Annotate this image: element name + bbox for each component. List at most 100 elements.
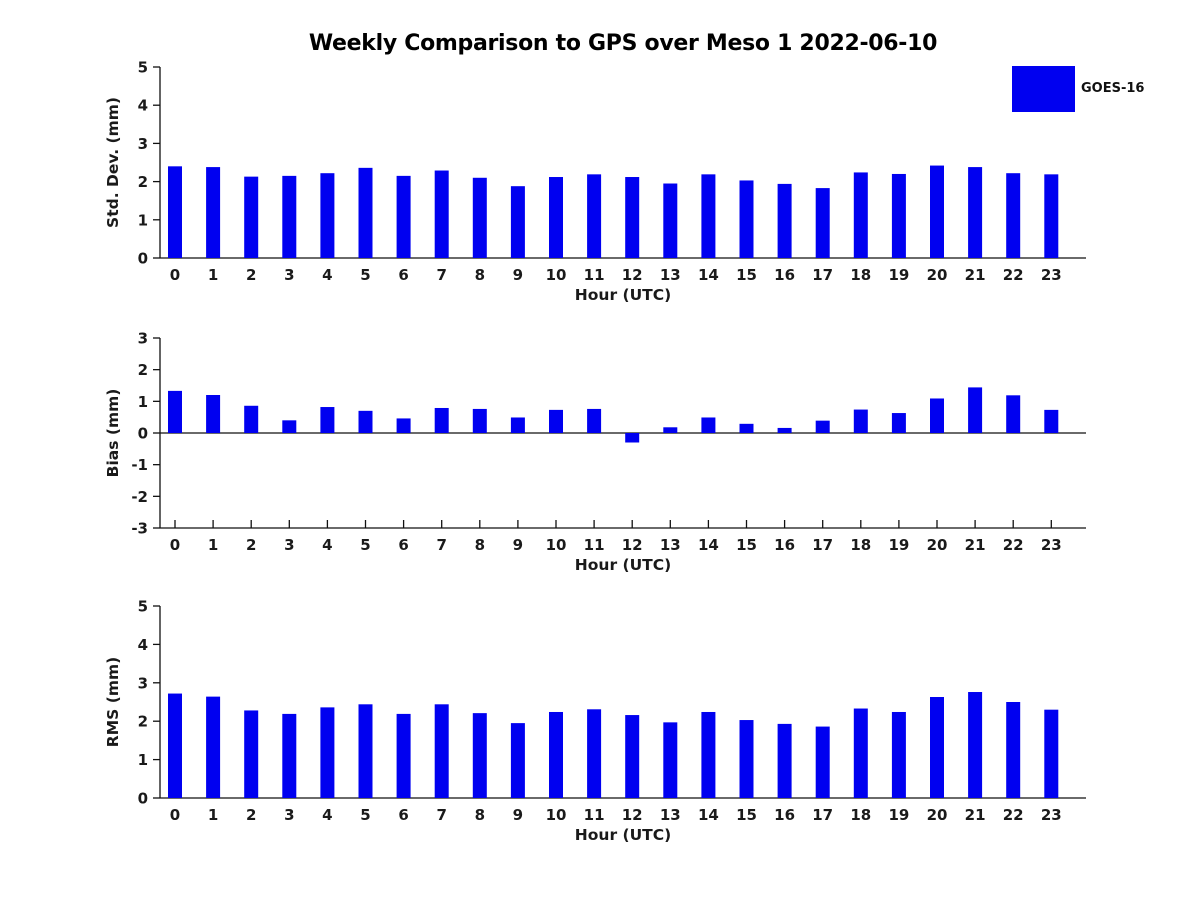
x-axis-label: Hour (UTC) (575, 556, 671, 574)
x-tick-label: 14 (698, 806, 719, 824)
x-tick-label: 22 (1003, 806, 1024, 824)
bar (434, 407, 449, 433)
x-tick-label: 15 (736, 806, 757, 824)
bar (853, 172, 868, 258)
bar (968, 167, 983, 258)
x-tick-label: 3 (284, 806, 294, 824)
x-tick-label: 19 (888, 266, 909, 284)
x-tick-label: 22 (1003, 266, 1024, 284)
x-tick-label: 5 (360, 536, 370, 554)
x-tick-label: 9 (513, 806, 523, 824)
x-tick-label: 0 (170, 806, 180, 824)
bar (815, 188, 830, 258)
bar (510, 417, 525, 433)
bar (1006, 173, 1021, 258)
x-tick-label: 2 (246, 266, 256, 284)
bar (549, 409, 563, 433)
bar (663, 183, 678, 258)
y-axis-label: RMS (mm) (104, 657, 122, 747)
x-tick-label: 4 (322, 536, 332, 554)
x-tick-label: 21 (965, 806, 986, 824)
x-tick-label: 21 (965, 266, 986, 284)
bar (1044, 709, 1059, 798)
legend-label: GOES-16 (1081, 81, 1145, 96)
x-tick-label: 11 (584, 806, 605, 824)
x-tick-label: 3 (284, 536, 294, 554)
bar (396, 175, 411, 258)
bar (587, 408, 602, 433)
bar (701, 417, 716, 433)
bar (244, 405, 259, 433)
x-tick-label: 2 (246, 806, 256, 824)
bar (549, 177, 563, 258)
y-axis-label: Std. Dev. (mm) (104, 97, 122, 228)
x-tick-label: 14 (698, 266, 719, 284)
bar (815, 420, 830, 433)
y-tick-label: 3 (138, 674, 148, 692)
bar (206, 395, 221, 433)
x-tick-label: 2 (246, 536, 256, 554)
x-tick-label: 13 (660, 536, 681, 554)
x-tick-label: 8 (475, 536, 485, 554)
bar (930, 697, 944, 798)
bar (358, 167, 373, 258)
bar (777, 183, 792, 258)
x-axis-label: Hour (UTC) (575, 826, 671, 844)
bar (1006, 395, 1021, 433)
y-tick-label: 1 (138, 751, 148, 769)
x-tick-label: 20 (927, 536, 948, 554)
bar (815, 726, 830, 798)
x-tick-label: 20 (927, 806, 948, 824)
bar (168, 390, 182, 433)
x-tick-label: 5 (360, 806, 370, 824)
x-tick-label: 11 (584, 536, 605, 554)
bar (472, 177, 487, 258)
bar (244, 710, 259, 798)
bar (587, 709, 602, 798)
x-tick-label: 6 (398, 536, 408, 554)
y-tick-label: 0 (138, 790, 148, 808)
bar (472, 408, 487, 433)
bar (244, 176, 259, 258)
x-tick-label: 17 (812, 806, 833, 824)
x-tick-label: 20 (927, 266, 948, 284)
x-tick-label: 8 (475, 266, 485, 284)
y-tick-label: -2 (131, 488, 148, 506)
x-tick-label: 8 (475, 806, 485, 824)
bar (625, 177, 640, 258)
x-tick-label: 19 (888, 806, 909, 824)
bar (396, 418, 411, 433)
x-tick-label: 9 (513, 266, 523, 284)
x-tick-label: 10 (546, 536, 567, 554)
bar (587, 174, 602, 258)
x-tick-label: 0 (170, 536, 180, 554)
x-tick-label: 15 (736, 266, 757, 284)
x-tick-label: 23 (1041, 536, 1062, 554)
x-tick-label: 22 (1003, 536, 1024, 554)
x-tick-label: 18 (850, 536, 871, 554)
x-tick-label: 17 (812, 266, 833, 284)
bar (625, 433, 640, 443)
bar (434, 170, 449, 258)
bar (663, 427, 678, 433)
bar (777, 427, 792, 433)
x-tick-label: 7 (436, 806, 446, 824)
y-tick-label: 1 (138, 393, 148, 411)
y-tick-label: 0 (138, 425, 148, 443)
bar (1044, 409, 1059, 433)
bar (472, 713, 487, 798)
bar (663, 722, 678, 798)
bar (282, 175, 297, 258)
x-tick-label: 16 (774, 536, 795, 554)
y-tick-label: -3 (131, 520, 148, 538)
bar (282, 713, 297, 798)
x-tick-label: 15 (736, 536, 757, 554)
bar (930, 398, 944, 433)
bar (320, 407, 335, 433)
x-tick-label: 16 (774, 266, 795, 284)
y-tick-label: 5 (138, 59, 148, 77)
bar (206, 696, 221, 798)
